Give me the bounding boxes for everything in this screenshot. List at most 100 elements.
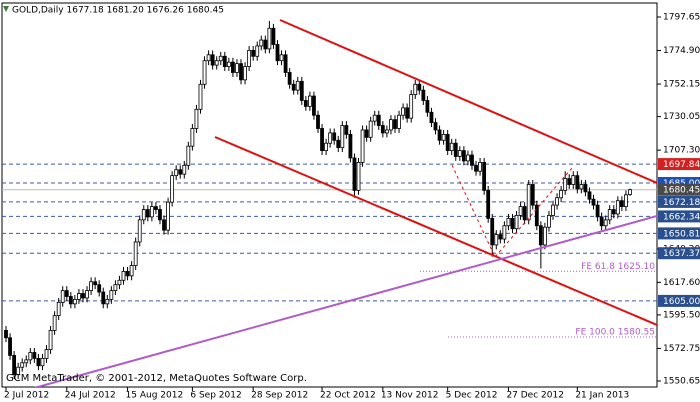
candle-body (445, 133, 450, 151)
candle-body (437, 129, 442, 141)
fibo-expansion (451, 164, 573, 258)
candle-body (255, 45, 260, 57)
candle-body (307, 95, 312, 107)
candle-body (534, 204, 539, 227)
price-label-box (658, 227, 700, 240)
candle-body (429, 111, 434, 123)
candle-body (563, 178, 568, 191)
candle-body (226, 61, 231, 67)
price-label-box (658, 195, 700, 208)
candle-body (356, 161, 361, 191)
candle-body (198, 83, 203, 110)
candle-body (64, 290, 69, 297)
candle-body (109, 290, 114, 300)
candle-body (72, 299, 77, 305)
candle-body (117, 279, 122, 286)
candle-body (543, 226, 547, 246)
candle-body (283, 54, 288, 73)
y-tick-label: 1730.05 (663, 112, 700, 122)
candle-body (81, 293, 85, 299)
candle-body (628, 189, 632, 195)
y-tick-label: 1617.60 (663, 278, 700, 288)
candle-body (502, 225, 507, 240)
candle-body (506, 217, 511, 227)
candle-body (360, 129, 365, 163)
candle-body (421, 89, 426, 101)
candle-body (299, 80, 304, 101)
x-tick-label: 13 Nov 2012 (381, 391, 439, 401)
x-tick-label: 22 Oct 2012 (320, 391, 376, 401)
candle-body (441, 133, 446, 141)
candle-body (599, 216, 604, 227)
candle-body (291, 83, 296, 91)
candle-body (210, 54, 215, 66)
price-label-box (658, 294, 700, 307)
symbol-icon (3, 6, 9, 12)
candle-body (376, 114, 381, 126)
candle-body (267, 27, 272, 50)
y-tick-label: 1595.50 (663, 310, 700, 320)
candle-body (498, 234, 503, 240)
axes: 1797.651774.901752.151730.051707.301640.… (4, 13, 700, 401)
candle-body (186, 145, 191, 166)
candle-body (312, 95, 316, 116)
plot-frame (1, 2, 658, 388)
candle-body (170, 175, 175, 203)
x-tick-label: 15 Aug 2012 (126, 391, 184, 401)
candle-body (372, 114, 377, 122)
candle-body (97, 284, 102, 293)
candle-body (202, 60, 207, 85)
candle-body (559, 189, 564, 199)
candle-body (587, 191, 592, 200)
candle-body (380, 125, 385, 134)
candle-body (113, 284, 118, 291)
x-tick-label: 24 Jul 2012 (65, 391, 116, 401)
candle-body (145, 209, 150, 218)
y-tick-label: 1707.30 (663, 146, 700, 156)
support-line (33, 215, 657, 387)
candle-body (368, 120, 373, 138)
candle-body (328, 132, 333, 144)
candle-body (16, 366, 21, 375)
candle-body (218, 55, 223, 62)
candle-body (449, 142, 454, 151)
candle-body (247, 49, 252, 67)
chart-header: GOLD,Daily 1677.18 1681.20 1676.26 1680.… (12, 6, 224, 16)
candle-body (393, 119, 397, 129)
x-tick-label: 2 Jul 2012 (4, 391, 49, 401)
candle-body (44, 349, 49, 359)
candle-body (239, 63, 243, 81)
candle-body (364, 129, 369, 138)
candle-body (162, 219, 166, 231)
candle-body (182, 164, 187, 175)
candle-body (518, 206, 523, 216)
candle-body (231, 61, 235, 73)
candle-body (624, 194, 628, 207)
x-tick-label: 6 Sep 2012 (190, 391, 241, 401)
candles (4, 20, 632, 380)
candle-body (538, 225, 543, 246)
candle-body (510, 217, 515, 230)
candle-body (514, 215, 519, 230)
candle-body (271, 27, 276, 45)
x-tick-label: 28 Sep 2012 (251, 391, 308, 401)
candle-body (336, 139, 341, 149)
candle-body (478, 161, 482, 172)
price-label: 1662.34 (663, 212, 700, 222)
candle-body (482, 161, 487, 191)
candle-body (583, 184, 588, 193)
candle-body (591, 198, 596, 206)
price-label-box (658, 158, 700, 171)
candle-body (8, 337, 12, 356)
x-tick-label: 5 Dec 2012 (446, 391, 498, 401)
price-label: 1672.18 (663, 198, 700, 208)
candle-body (137, 219, 142, 243)
x-tick-label: 21 Jan 2013 (575, 391, 629, 401)
candle-body (178, 169, 183, 175)
candle-body (490, 217, 495, 246)
candle-body (251, 49, 256, 57)
y-tick-label: 1797.65 (663, 13, 700, 23)
candle-body (470, 154, 474, 166)
candle-body (567, 178, 572, 185)
candle-body (259, 39, 264, 47)
